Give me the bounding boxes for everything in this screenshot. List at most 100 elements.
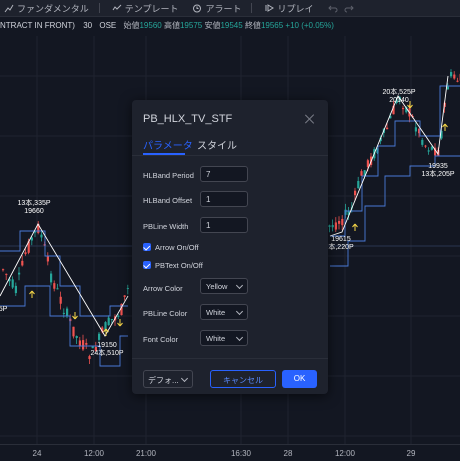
signal-arrow-icon — [30, 291, 35, 298]
replay-label: リプレイ — [277, 2, 313, 15]
symbol-legend[interactable]: NTRACT IN FRONT) 30 OSE 始値19560 高値19575 … — [0, 20, 334, 32]
time-tick: 28 — [284, 449, 293, 458]
candle-body — [82, 340, 84, 349]
arrow-color-select[interactable]: Yellow — [200, 278, 248, 294]
hlband-period-input[interactable]: 7 — [200, 166, 248, 182]
candle-body — [360, 171, 362, 176]
redo-icon[interactable] — [344, 3, 354, 13]
time-tick: 12:00 — [84, 449, 104, 458]
pivot-label-top: 13本,335P — [17, 200, 50, 208]
candle-body — [124, 295, 126, 297]
candle-body — [12, 279, 14, 287]
chevron-down-icon — [236, 308, 243, 315]
candle-body — [47, 256, 49, 261]
open-value: 19560 — [139, 21, 161, 30]
low-label: 安値 — [204, 21, 220, 30]
hlband-offset-input[interactable]: 1 — [200, 191, 248, 207]
candle-body — [98, 334, 100, 340]
change-value: +10 (+0.05%) — [285, 21, 333, 30]
defaults-dropdown-button[interactable]: デフォ... — [143, 370, 193, 388]
pivot-label-top: 19150 — [90, 342, 123, 350]
low-value: 19545 — [220, 21, 242, 30]
toolbar-divider — [99, 3, 100, 13]
replay-button[interactable]: リプレイ — [264, 2, 313, 15]
high-value: 19575 — [180, 21, 202, 30]
close-label: 終値 — [245, 21, 261, 30]
high-label: 高値 — [164, 21, 180, 30]
candle-body — [2, 269, 4, 270]
template-button[interactable]: テンプレート — [112, 2, 179, 15]
pbtext-onoff-checkbox[interactable] — [143, 261, 151, 269]
candle-body — [367, 160, 369, 167]
alert-button[interactable]: アラート — [192, 2, 241, 15]
candle-body — [5, 274, 7, 275]
candle-body — [332, 225, 334, 227]
pbline-color-select[interactable]: White — [200, 304, 248, 320]
candle-body — [402, 108, 404, 109]
candle-body — [357, 181, 359, 188]
template-icon — [112, 3, 122, 13]
signal-arrow-icon — [353, 224, 358, 231]
pivot-label-top: 19935 — [421, 163, 454, 171]
hlband-period-label: HLBand Period — [143, 171, 194, 180]
pivot-label-bottom: 24本,510P — [90, 350, 123, 358]
dialog-title: PB_HLX_TV_STF — [143, 113, 232, 125]
fundamentals-icon — [4, 3, 14, 13]
candle-body — [108, 318, 110, 326]
candle-body — [428, 150, 430, 151]
undo-icon[interactable] — [328, 3, 338, 13]
candle-body — [21, 261, 23, 266]
arrow-color-value: Yellow — [206, 282, 227, 291]
candle-body — [127, 288, 129, 289]
replay-icon — [264, 3, 274, 13]
pivot-label-bottom: 19660 — [17, 208, 50, 216]
pbline-color-value: White — [206, 308, 225, 317]
pbline-color-label: PBLine Color — [143, 309, 187, 318]
candle-body — [421, 140, 423, 145]
ok-button[interactable]: OK — [282, 370, 317, 388]
divider — [132, 358, 328, 359]
time-axis[interactable]: 24 12:00 21:00 16:30 28 12:00 29 — [0, 444, 460, 461]
candle-body — [56, 288, 58, 289]
candle-body — [15, 286, 17, 293]
tab-style[interactable]: スタイル — [197, 137, 237, 152]
candle-body — [79, 340, 81, 346]
toolbar-divider — [251, 3, 252, 13]
candle-body — [40, 235, 42, 238]
time-tick: 16:30 — [231, 449, 251, 458]
candle-body — [24, 252, 26, 254]
pivot-label: 19935 13本,205P — [421, 163, 454, 179]
close-icon[interactable] — [304, 113, 316, 125]
cancel-button[interactable]: キャンセル — [210, 370, 276, 388]
fundamentals-button[interactable]: ファンダメンタル — [4, 2, 89, 15]
candle-body — [341, 219, 343, 225]
arrow-onoff-checkbox[interactable] — [143, 243, 151, 251]
hlband-offset-label: HLBand Offset — [143, 196, 192, 205]
candle-body — [354, 191, 356, 195]
indicator-settings-dialog: PB_HLX_TV_STF パラメータ スタイル HLBand Period 7… — [132, 100, 328, 394]
chevron-down-icon — [181, 375, 188, 382]
pivot-label-bottom: 20140 — [382, 97, 415, 105]
candle-body — [18, 273, 20, 275]
interval: 30 — [83, 21, 92, 30]
candle-body — [60, 297, 62, 304]
tab-parameters[interactable]: パラメータ — [143, 137, 193, 152]
pbline-width-input[interactable]: 1 — [200, 217, 248, 233]
candle-body — [424, 146, 426, 147]
arrow-color-label: Arrow Color — [143, 284, 183, 293]
time-tick: 21:00 — [136, 449, 156, 458]
candle-body — [456, 81, 458, 82]
candle-body — [66, 309, 68, 316]
candle-body — [335, 222, 337, 229]
candle-body — [72, 327, 74, 337]
candle-body — [85, 343, 87, 345]
candle-body — [386, 128, 388, 129]
close-value: 19565 — [261, 21, 283, 30]
pivot-label-bottom: 本,220P — [328, 244, 353, 252]
font-color-value: White — [206, 334, 225, 343]
candle-body — [338, 221, 340, 224]
time-tick: 12:00 — [335, 449, 355, 458]
divider — [132, 155, 328, 156]
font-color-select[interactable]: White — [200, 330, 248, 346]
exchange: OSE — [99, 21, 116, 30]
